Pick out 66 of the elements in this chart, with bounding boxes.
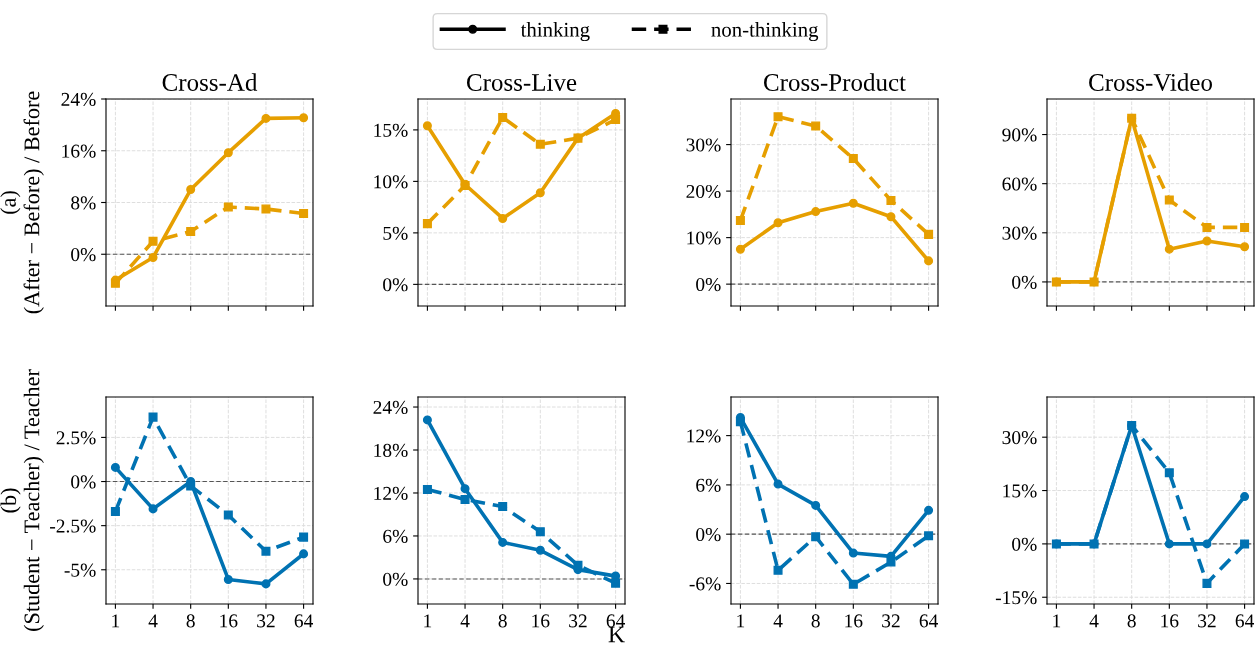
y-tick-label: 0% (1012, 537, 1037, 551)
y-tick-label: 5% (383, 226, 408, 240)
x-tick-label: 1 (1053, 614, 1061, 628)
y-tick-label: 20% (686, 184, 721, 199)
text: non-thinking (711, 22, 819, 42)
y-tick-label: 18% (374, 443, 408, 457)
y-tick-label: 6% (383, 529, 408, 543)
chart-title: Cross-Product (764, 73, 906, 91)
x-tick-label: 16 (1161, 614, 1179, 628)
y-tick-label: 10% (687, 231, 721, 245)
x-tick-label: 32 (257, 614, 275, 628)
y-tick-label: -5% (64, 563, 96, 577)
y-tick-label: 24% (61, 92, 96, 106)
y-tick-label: 0% (696, 527, 721, 542)
x-tick-label: 8 (1127, 614, 1136, 628)
x-tick-label: 16 (220, 614, 238, 628)
y-tick-label: -15% (995, 591, 1037, 605)
x-tick-label: 64 (919, 614, 939, 628)
y-tick-label: 0% (71, 248, 96, 262)
x-tick-label: 4 (1089, 614, 1099, 628)
x-tick-label: 1 (112, 614, 120, 628)
y-tick-label: -6% (689, 577, 721, 591)
x-tick-label: 64 (1235, 614, 1255, 628)
y-tick-label: 0% (383, 278, 408, 292)
x-tick-label: 16 (532, 614, 550, 628)
x-tick-label: 16 (845, 614, 863, 628)
y-tick-label: 2.5% (56, 431, 96, 445)
x-tick-label: 64 (606, 614, 626, 628)
x-tick-label: 1 (737, 614, 745, 628)
y-tick-label: 12% (687, 429, 721, 443)
y-tick-label: 6% (696, 478, 721, 492)
y-tick-label: 90% (1002, 128, 1037, 142)
y-tick-label: 15% (1003, 484, 1037, 498)
y-tick-label: 0% (1012, 275, 1037, 289)
y-tick-label: 16% (62, 144, 96, 158)
x-tick-label: 4 (148, 614, 158, 628)
x-tick-label: 32 (1198, 614, 1216, 628)
x-tick-label: 8 (498, 614, 507, 628)
chart-title: Cross-Live (466, 74, 577, 91)
y-axis-title: (a) (After − Before) / Before (0, 91, 44, 314)
y-tick-label: 15% (374, 123, 408, 137)
chart-title: Cross-Ad (162, 73, 258, 91)
y-tick-label: 0% (696, 277, 721, 292)
x-tick-label: 32 (882, 614, 900, 628)
x-tick-label: 4 (460, 614, 470, 628)
y-tick-label: 30% (1002, 431, 1037, 445)
x-axis-title: K (608, 626, 625, 643)
y-axis-title: (b) (Student − Teacher) / Teacher (0, 369, 44, 631)
y-tick-label: 10% (374, 175, 408, 189)
x-tick-label: 32 (569, 614, 587, 628)
x-tick-label: 4 (773, 614, 783, 628)
y-tick-label: 0% (383, 572, 408, 586)
x-tick-label: 64 (294, 614, 314, 628)
y-tick-label: 8% (71, 196, 96, 210)
y-tick-label: 12% (374, 486, 408, 500)
text: thinking (520, 22, 590, 42)
y-tick-label: 24% (373, 400, 408, 415)
y-tick-label: 60% (1002, 177, 1037, 191)
y-tick-label: 30% (686, 138, 721, 152)
x-tick-label: 8 (186, 614, 195, 628)
x-tick-label: 8 (811, 614, 820, 628)
y-tick-label: 30% (1002, 226, 1037, 240)
y-tick-label: -2.5% (50, 519, 96, 533)
x-tick-label: 1 (424, 614, 432, 628)
chart-title: Cross-Video (1089, 73, 1212, 92)
y-tick-label: 0% (71, 475, 96, 489)
